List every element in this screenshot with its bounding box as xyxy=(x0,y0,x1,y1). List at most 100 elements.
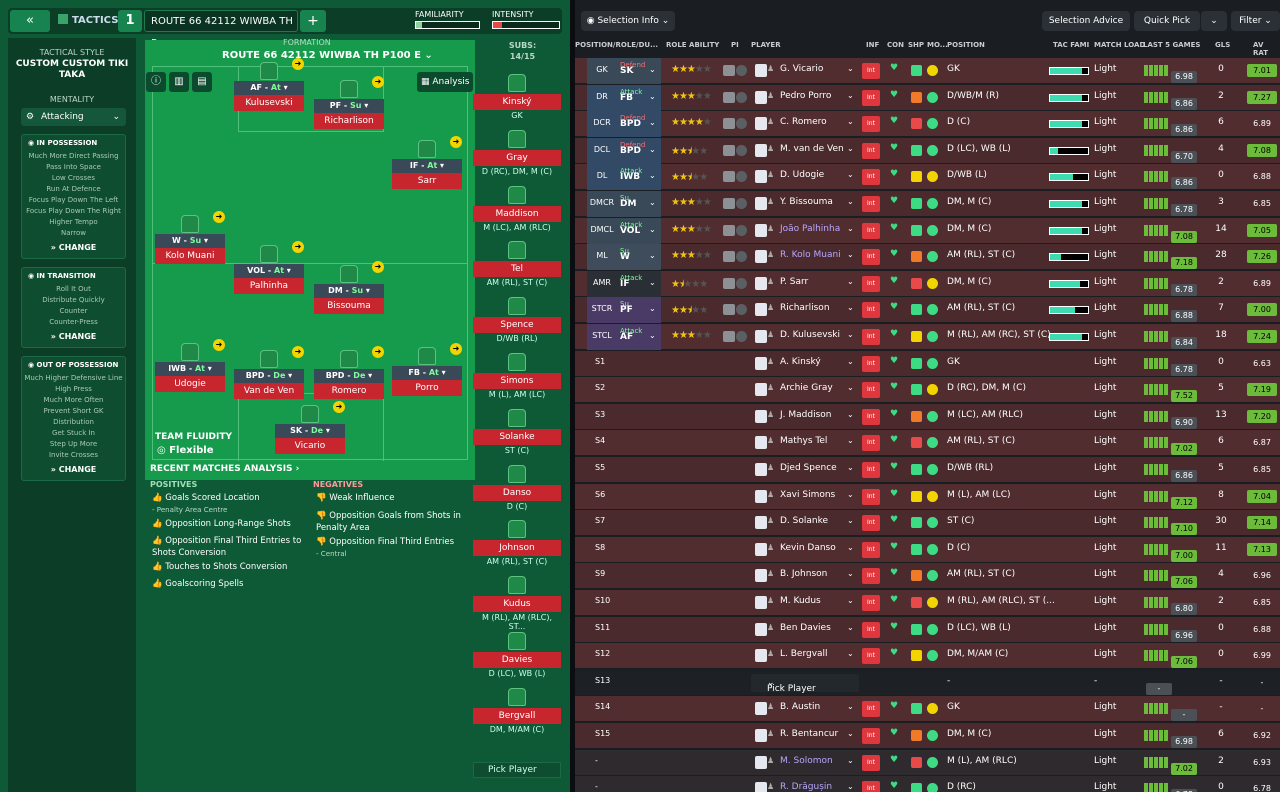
swap-icon[interactable] xyxy=(736,251,747,263)
filter-button[interactable]: Filter ⌄ xyxy=(1231,11,1280,31)
player-name[interactable]: Sarr xyxy=(392,173,462,189)
chevron-down-icon[interactable]: ⌄ xyxy=(847,569,854,579)
sub-name[interactable]: Danso xyxy=(473,484,561,501)
chevron-down-icon[interactable]: ⌄ xyxy=(847,64,854,73)
selection-advice-button[interactable]: Selection Advice xyxy=(1042,11,1130,31)
sub-name[interactable]: Kinský xyxy=(473,94,561,110)
chevron-down-icon[interactable]: ⌄ xyxy=(847,729,854,738)
player-name[interactable]: Mathys Tel xyxy=(780,436,828,447)
position-role-box[interactable]: DMCL VOL Attack ⌄ xyxy=(587,217,661,244)
pi-icon[interactable] xyxy=(723,91,735,103)
chevron-down-icon[interactable]: ⌄ xyxy=(847,755,854,765)
header-shp[interactable]: SHP xyxy=(908,41,925,49)
player-name[interactable]: Van de Ven xyxy=(234,383,304,399)
table-row[interactable]: GK SK Defend ⌄ ★★★★★ ♟ G. Vicario ⌄ Int ♥ GK Light 6… xyxy=(575,58,1280,84)
sub-name[interactable]: Kudus xyxy=(473,596,561,613)
player-name[interactable]: M. Solomon xyxy=(780,755,833,766)
swap-icon[interactable] xyxy=(736,65,747,76)
sub-name[interactable]: Gray xyxy=(473,149,561,166)
swap-icon[interactable] xyxy=(736,198,747,209)
chevron-down-icon[interactable]: ⌄ xyxy=(847,702,854,712)
player-name[interactable]: B. Johnson xyxy=(780,569,828,580)
position-role-box[interactable]: DL IWB Attack ⌄ xyxy=(587,164,661,191)
back-button[interactable]: « xyxy=(10,10,50,32)
table-row[interactable]: DMCR DM Su ⌄ ★★★★★ ♟ Y. Bissouma ⌄ Int ♥ DM, M (C)… xyxy=(575,191,1280,217)
table-row[interactable]: DCL BPD Defend ⌄ ★★⯨★★ ♟ M. van de Ven ⌄ Int ♥ D (… xyxy=(575,137,1280,164)
chevron-down-icon[interactable]: ⌄ xyxy=(847,409,854,419)
pitch-player[interactable]: PF - Su ▾ Richarlison xyxy=(314,80,384,129)
player-name[interactable]: D. Udogie xyxy=(780,170,825,181)
sub-name[interactable]: Solanke xyxy=(473,428,561,445)
pi-icon[interactable] xyxy=(723,65,735,76)
chevron-down-icon[interactable]: ⌄ xyxy=(847,782,854,792)
player-role[interactable]: FB - At ▾ xyxy=(392,366,462,380)
table-row[interactable]: S15 ♟ R. Bentancur ⌄ Int ♥ DM, M (C) Light 6.98 6… xyxy=(575,723,1280,749)
chevron-down-icon[interactable]: ⌄ xyxy=(847,303,854,313)
player-name[interactable]: Palhinha xyxy=(234,278,304,294)
chevron-down-icon[interactable]: ⌄ xyxy=(847,250,854,260)
sub-player[interactable]: Solanke ST (C) xyxy=(473,408,561,455)
recent-matches-analysis-link[interactable]: RECENT MATCHES ANALYSIS › xyxy=(150,464,300,474)
pi-icon[interactable] xyxy=(723,224,735,236)
header-tac-fami[interactable]: TAC FAMI xyxy=(1053,41,1090,49)
player-name[interactable]: Udogie xyxy=(155,376,225,392)
player-name[interactable]: R. Bentancur xyxy=(780,729,839,739)
swap-icon[interactable] xyxy=(736,171,747,183)
table-row[interactable]: S2 ♟ Archie Gray ⌄ Int ♥ D (RC), DM, M (C) Ligh… xyxy=(575,377,1280,404)
table-row[interactable]: - ♟ M. Solomon ⌄ Int ♥ M (L), AM (RLC) Light 7.0… xyxy=(575,749,1280,776)
pitch-player[interactable]: SK - De ▾ Vicario xyxy=(275,405,345,454)
swap-icon[interactable] xyxy=(736,331,747,342)
pi-icon[interactable] xyxy=(723,277,735,289)
player-role[interactable]: IF - At ▾ xyxy=(392,159,462,173)
table-row[interactable]: S8 ♟ Kevin Danso ⌄ Int ♥ D (C) Light 7.00 11 7.13 xyxy=(575,536,1280,563)
pi-icon[interactable] xyxy=(723,144,735,156)
in-possession-change-button[interactable]: » CHANGE xyxy=(50,243,97,252)
instructions-icon[interactable]: ▤ xyxy=(192,72,212,92)
player-role[interactable]: DM - Su ▾ xyxy=(314,284,384,298)
pi-icon[interactable] xyxy=(723,118,735,130)
header-last-5[interactable]: LAST 5 GAMES xyxy=(1143,41,1201,49)
table-row[interactable]: S5 ♟ Djed Spence ⌄ Int ♥ D/WB (RL) Light 6.86 5 6.… xyxy=(575,457,1280,483)
swap-icon[interactable] xyxy=(736,224,747,236)
analysis-button[interactable]: ▦ Analysis xyxy=(417,72,473,92)
chevron-down-icon[interactable]: ⌄ xyxy=(847,542,854,552)
player-name[interactable]: R. Kolo Muani xyxy=(780,250,841,261)
pick-player-dropdown[interactable]: Pick Player ⌄ xyxy=(751,673,859,694)
pi-icon[interactable] xyxy=(723,251,735,263)
player-name[interactable]: Ben Davies xyxy=(780,622,831,633)
player-name[interactable]: R. Drăgușin xyxy=(780,782,833,792)
pitch-player[interactable]: BPD - De ▾ Van de Ven xyxy=(234,350,304,399)
player-role[interactable]: IWB - At ▾ xyxy=(155,362,225,376)
chevron-down-icon[interactable]: ⌄ xyxy=(847,436,854,446)
position-role-box[interactable]: ML W Su ⌄ xyxy=(587,244,661,271)
pitch-player[interactable]: VOL - At ▾ Palhinha xyxy=(234,245,304,294)
sub-name[interactable]: Bergvall xyxy=(473,707,561,724)
sub-player[interactable]: Davies D (LC), WB (L) xyxy=(473,632,561,678)
chevron-down-icon[interactable]: ⌄ xyxy=(847,596,854,605)
position-role-box[interactable]: DCR BPD Defend ⌄ xyxy=(587,111,661,138)
table-row[interactable]: S7 ♟ D. Solanke ⌄ Int ♥ ST (C) Light 7.10 30 7.14 xyxy=(575,510,1280,537)
table-row[interactable]: DR FB Attack ⌄ ★★★★★ ♟ Pedro Porro ⌄ Int ♥ D/WB/M … xyxy=(575,84,1280,111)
position-role-box[interactable]: GK SK Defend ⌄ xyxy=(587,58,661,84)
swap-icon[interactable] xyxy=(736,91,747,103)
chevron-down-icon[interactable]: ⌄ xyxy=(847,276,854,286)
pi-icon[interactable] xyxy=(723,198,735,209)
chevron-down-icon[interactable]: ⌄ xyxy=(847,330,854,339)
info-icon[interactable]: ⓘ xyxy=(146,72,166,92)
sub-name[interactable]: Johnson xyxy=(473,540,561,557)
player-name[interactable]: Kulusevski xyxy=(234,95,304,111)
table-row[interactable]: STCL AF Attack ⌄ ★★★★★ ♟ D. Kulusevski ⌄ Int ♥ M (… xyxy=(575,324,1280,350)
swap-icon[interactable] xyxy=(736,304,747,316)
player-role[interactable]: SK - De ▾ xyxy=(275,424,345,438)
player-name[interactable]: Kolo Muani xyxy=(155,248,225,264)
header-match-load[interactable]: MATCH LOAD xyxy=(1094,41,1146,49)
position-role-box[interactable]: DCL BPD Defend ⌄ xyxy=(587,137,661,164)
swap-icon[interactable] xyxy=(736,144,747,156)
player-name[interactable]: João Palhinha xyxy=(780,223,841,234)
tactic-name-dropdown[interactable]: ROUTE 66 42112 WIWBA TH P... ⌄ xyxy=(144,10,298,49)
chevron-down-icon[interactable]: ⌄ xyxy=(847,463,854,472)
table-row[interactable]: S12 ♟ L. Bergvall ⌄ Int ♥ DM, M/AM (C) Light 7.0… xyxy=(575,643,1280,670)
chevron-down-icon[interactable]: ⌄ xyxy=(847,223,854,233)
player-name[interactable]: D. Kulusevski xyxy=(780,330,840,340)
player-name[interactable]: Porro xyxy=(392,380,462,396)
